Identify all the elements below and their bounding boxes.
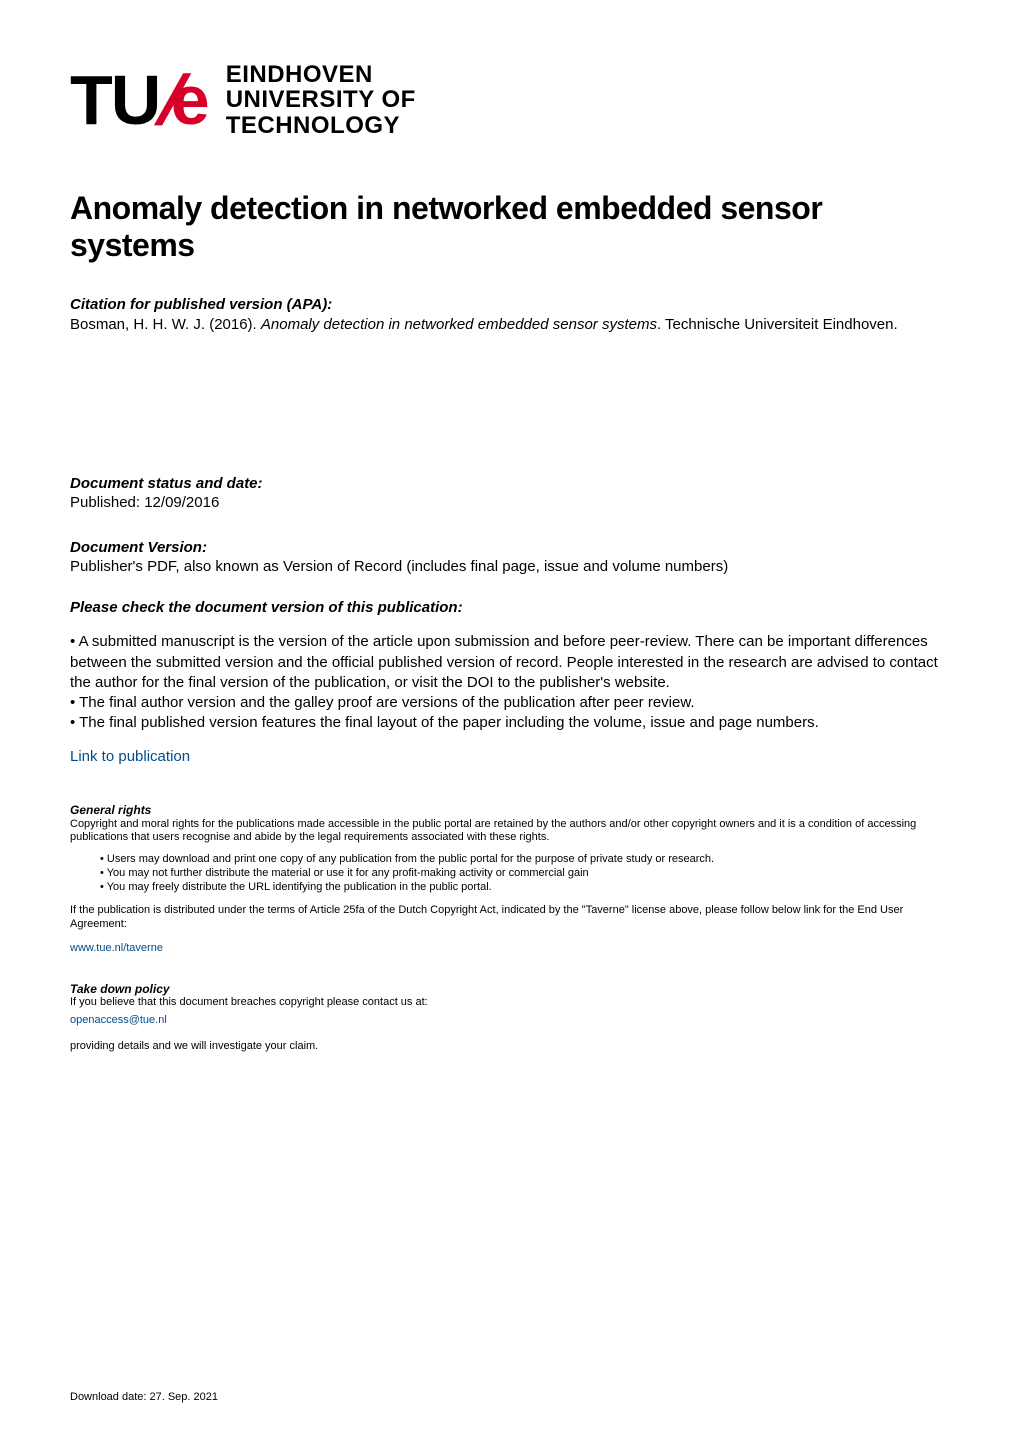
- tagline-line-2: UNIVERSITY OF: [226, 87, 416, 112]
- rights-intro: Copyright and moral rights for the publi…: [70, 818, 950, 846]
- version-block: Document Version: Publisher's PDF, also …: [70, 539, 950, 575]
- citation-label: Citation for published version (APA):: [70, 296, 950, 313]
- openaccess-email-link[interactable]: openaccess@tue.nl: [70, 1014, 167, 1026]
- takedown-block: Take down policy If you believe that thi…: [70, 982, 950, 1054]
- version-bullets: • A submitted manuscript is the version …: [70, 632, 950, 733]
- rights-bullets: • Users may download and print one copy …: [100, 853, 950, 894]
- link-to-publication[interactable]: Link to publication: [70, 748, 190, 765]
- citation-publisher: . Technische Universiteit Eindhoven.: [657, 316, 898, 333]
- tagline-line-1: EINDHOVEN: [226, 62, 416, 87]
- check-block: Please check the document version of thi…: [70, 599, 950, 616]
- logo-tu: TU: [70, 60, 159, 140]
- citation-work-title: Anomaly detection in networked embedded …: [261, 316, 657, 333]
- citation-text: Bosman, H. H. W. J. (2016). Anomaly dete…: [70, 315, 950, 335]
- status-block: Document status and date: Published: 12/…: [70, 475, 950, 511]
- taverne-text: If the publication is distributed under …: [70, 904, 950, 932]
- takedown-line1: If you believe that this document breach…: [70, 996, 950, 1010]
- taverne-link[interactable]: www.tue.nl/taverne: [70, 942, 163, 954]
- takedown-line2: providing details and we will investigat…: [70, 1040, 950, 1054]
- citation-author: Bosman, H. H. W. J. (2016).: [70, 316, 261, 333]
- status-label: Document status and date:: [70, 475, 950, 492]
- logo-tagline: EINDHOVEN UNIVERSITY OF TECHNOLOGY: [226, 62, 416, 138]
- download-date: Download date: 27. Sep. 2021: [70, 1391, 218, 1403]
- page-title: Anomaly detection in networked embedded …: [70, 190, 950, 264]
- university-logo: TU/e EINDHOVEN UNIVERSITY OF TECHNOLOGY: [70, 60, 950, 140]
- takedown-label: Take down policy: [70, 982, 950, 996]
- status-text: Published: 12/09/2016: [70, 494, 950, 511]
- rights-block: General rights Copyright and moral right…: [70, 803, 950, 968]
- version-label: Document Version:: [70, 539, 950, 556]
- tagline-line-3: TECHNOLOGY: [226, 113, 416, 138]
- logo-text: TU/e: [70, 60, 208, 140]
- version-text: Publisher's PDF, also known as Version o…: [70, 558, 950, 575]
- citation-block: Citation for published version (APA): Bo…: [70, 296, 950, 335]
- rights-label: General rights: [70, 803, 950, 817]
- check-label: Please check the document version of thi…: [70, 599, 950, 616]
